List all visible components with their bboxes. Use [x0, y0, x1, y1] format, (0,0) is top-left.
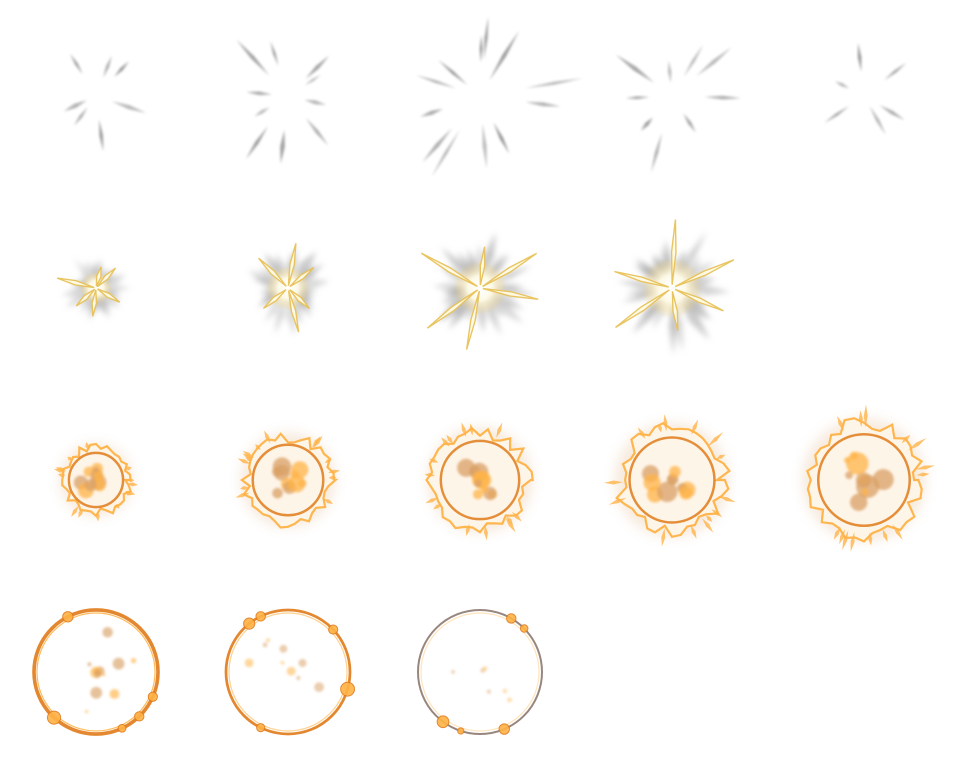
sprite-frame-ring	[192, 576, 384, 768]
sprite-frame-graphic	[424, 422, 534, 541]
sprite-frame-fire	[384, 384, 576, 576]
sprite-frame-fire	[576, 384, 768, 576]
sprite-frame-graphic	[615, 44, 741, 173]
sprite-frame-flash	[576, 192, 768, 384]
empty-frame	[768, 576, 960, 768]
sprite-frame-streaks	[192, 0, 384, 192]
sprite-frame-graphic	[768, 576, 960, 768]
empty-frame	[576, 576, 768, 768]
sprite-frame-fire	[768, 384, 960, 576]
sprite-frame-streaks	[0, 0, 192, 192]
sprite-frame-graphic	[247, 243, 330, 336]
sprite-frame-graphic	[802, 404, 935, 552]
sprite-frame-graphic	[224, 608, 356, 736]
sprite-frame-flash	[0, 192, 192, 384]
sprite-frame-streaks	[768, 0, 960, 192]
sprite-frame-graphic	[614, 219, 735, 356]
sprite-frame-fire	[0, 384, 192, 576]
sprite-frame-flash	[384, 192, 576, 384]
sprite-frame-flash	[192, 192, 384, 384]
sprite-frame-streaks	[576, 0, 768, 192]
sprite-frame-graphic	[236, 39, 330, 164]
sprite-frame-graphic	[56, 258, 131, 321]
sprite-frame-graphic	[415, 16, 583, 177]
sprite-frame-ring	[384, 576, 576, 768]
sprite-frame-graphic	[417, 609, 543, 735]
sprite-frame-graphic	[576, 576, 768, 768]
sprite-frame-graphic	[420, 232, 539, 350]
sprite-frame-fire	[192, 384, 384, 576]
sprite-frame-graphic	[235, 430, 341, 529]
sprite-frame-graphic	[768, 192, 960, 384]
sprite-frame-graphic	[604, 414, 736, 547]
sprite-frame-streaks	[384, 0, 583, 192]
sprite-frame-ring	[0, 576, 192, 768]
sprite-frame-graphic	[54, 441, 139, 522]
empty-frame	[768, 192, 960, 384]
sprite-frame-graphic	[824, 43, 907, 135]
sprite-frame-graphic	[32, 608, 160, 736]
sprite-frame-graphic	[63, 53, 147, 152]
